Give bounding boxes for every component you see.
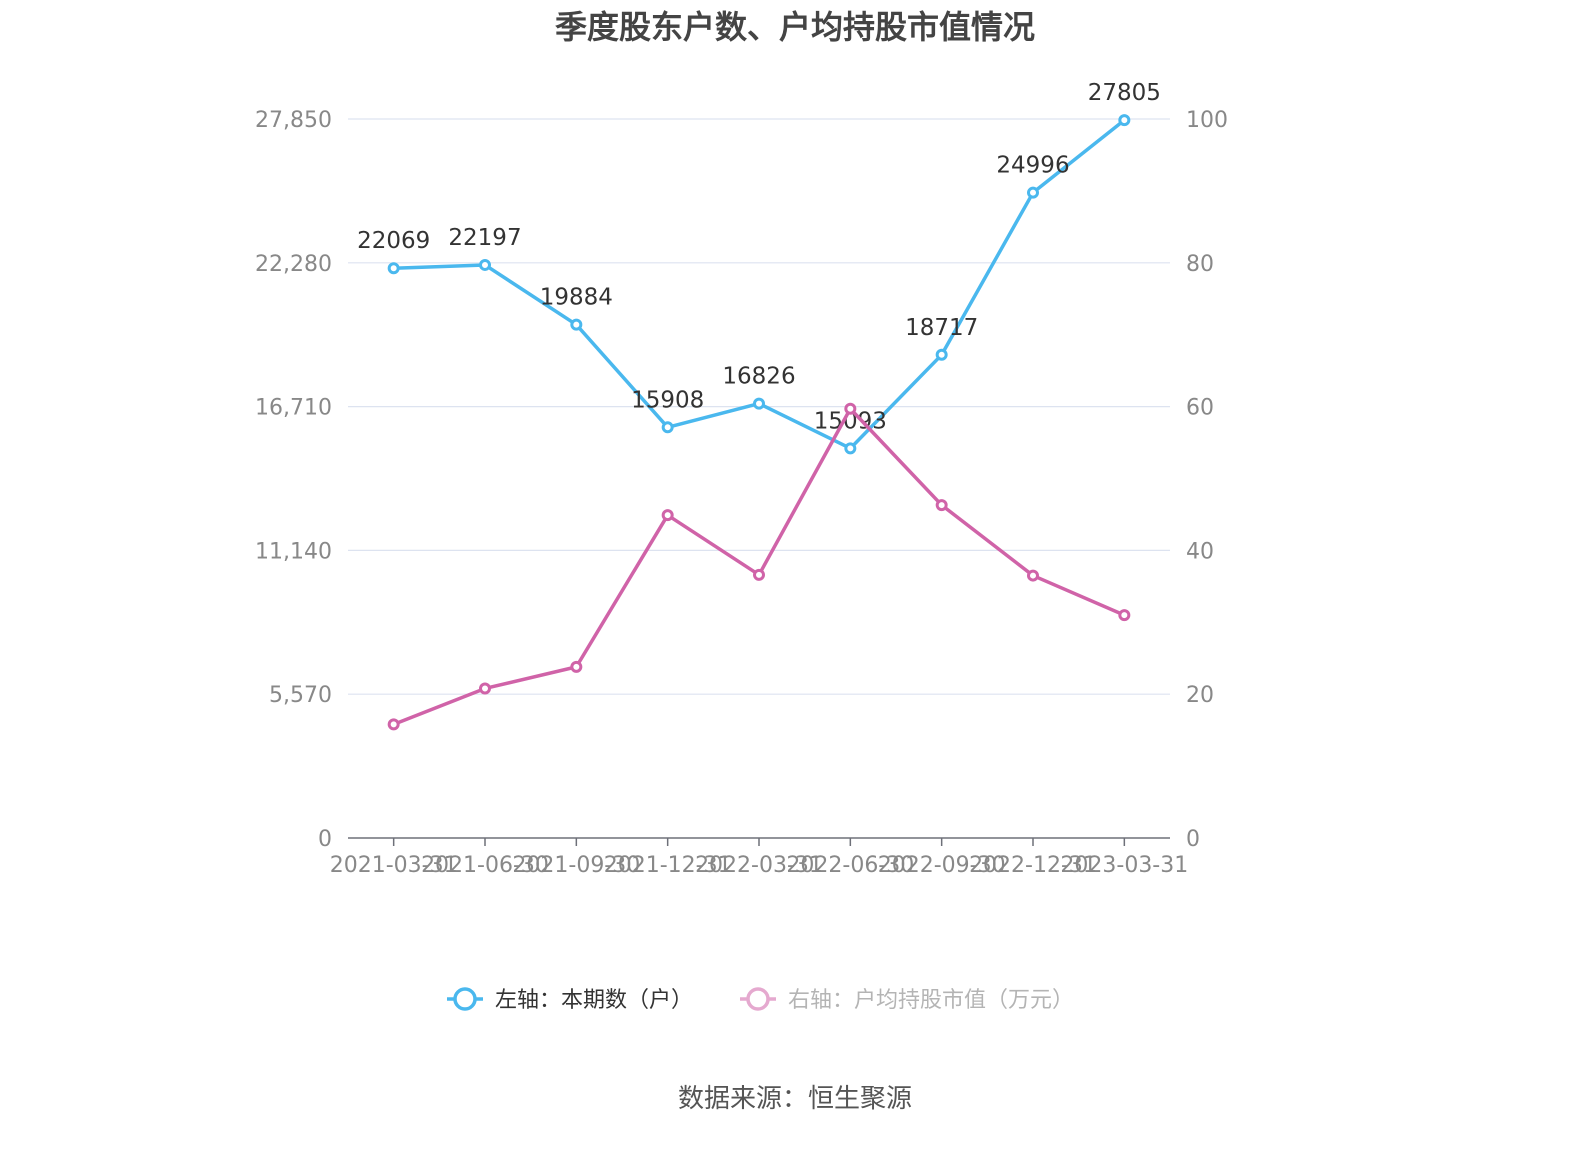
- data-label: 16826: [722, 364, 795, 390]
- source-text: 数据来源：恒生聚源: [678, 1084, 912, 1114]
- series-group: 22069 22197198841590816826150931871724996…: [357, 80, 1161, 731]
- x-tick-label: 2021-09-30: [512, 853, 640, 878]
- left-axis-ticks: 0 5,570 11,140 16,710 22,280 27,850: [255, 108, 332, 852]
- x-tick-label: 2021-03-31: [330, 853, 458, 878]
- left-tick-label: 11,140: [255, 539, 332, 564]
- data-point[interactable]: [479, 682, 491, 695]
- legend-item-1[interactable]: 左轴：本期数（户）: [447, 987, 693, 1013]
- data-point[interactable]: [1118, 609, 1131, 622]
- data-point[interactable]: [387, 718, 400, 731]
- data-point[interactable]: [844, 402, 857, 415]
- chart-title: 季度股东户数、户均持股市值情况: [555, 8, 1035, 46]
- right-tick-label: 60: [1186, 396, 1214, 421]
- legend-label: 右轴：户均持股市值（万元）: [788, 988, 1074, 1013]
- data-point[interactable]: [479, 258, 491, 271]
- legend-circle-icon: [746, 987, 770, 1011]
- left-tick-label: 16,710: [255, 396, 332, 421]
- data-label: 27805: [1088, 80, 1161, 106]
- data-point[interactable]: [661, 509, 674, 522]
- right-tick-label: 80: [1186, 252, 1214, 277]
- data-point[interactable]: [570, 660, 583, 673]
- data-label: 22069: [357, 228, 430, 254]
- data-point[interactable]: [844, 442, 857, 455]
- data-point[interactable]: [1027, 569, 1039, 582]
- legend[interactable]: 左轴：本期数（户） 右轴：户均持股市值（万元）: [447, 987, 1074, 1013]
- legend-item-2[interactable]: 右轴：户均持股市值（万元）: [740, 987, 1074, 1013]
- data-label: 19884: [540, 285, 613, 311]
- legend-circle-icon: [453, 987, 477, 1011]
- data-point[interactable]: [935, 499, 948, 512]
- x-tick-label: 2022-06-30: [786, 853, 914, 878]
- right-tick-label: 100: [1186, 108, 1228, 133]
- legend-label: 左轴：本期数（户）: [495, 988, 693, 1013]
- left-tick-label: 5,570: [269, 683, 332, 708]
- right-tick-label: 20: [1186, 683, 1214, 708]
- series-line-2: [393, 407, 1126, 727]
- x-tick-label: 2023-03-31: [1060, 853, 1188, 878]
- x-tick-label: 2021-06-30: [421, 853, 549, 878]
- data-label: 22197: [448, 225, 521, 251]
- left-tick-label: 0: [318, 827, 332, 852]
- data-label: 18717: [905, 315, 978, 341]
- data-label: 24996: [996, 153, 1069, 179]
- x-tick-label: 2022-12-31: [969, 853, 1097, 878]
- right-tick-label: 0: [1186, 827, 1200, 852]
- data-point[interactable]: [753, 397, 765, 410]
- data-point[interactable]: [387, 262, 400, 275]
- x-tick-label: 2022-09-30: [878, 853, 1006, 878]
- right-tick-label: 40: [1186, 539, 1214, 564]
- x-axis: 2021-03-312021-06-302021-09-302021-12-31…: [330, 837, 1188, 878]
- data-point[interactable]: [661, 421, 674, 434]
- x-tick-label: 2021-12-31: [604, 853, 732, 878]
- right-axis-ticks: 0 20 40 60 80 100: [1186, 108, 1228, 852]
- data-point[interactable]: [1118, 114, 1131, 127]
- left-tick-label: 27,850: [255, 108, 332, 133]
- data-point[interactable]: [1027, 186, 1039, 199]
- x-tick-label: 2022-03-31: [695, 853, 823, 878]
- data-point[interactable]: [570, 318, 583, 331]
- data-point[interactable]: [935, 348, 948, 361]
- left-tick-label: 22,280: [255, 252, 332, 277]
- data-label: 15908: [631, 387, 704, 413]
- data-point[interactable]: [753, 568, 765, 581]
